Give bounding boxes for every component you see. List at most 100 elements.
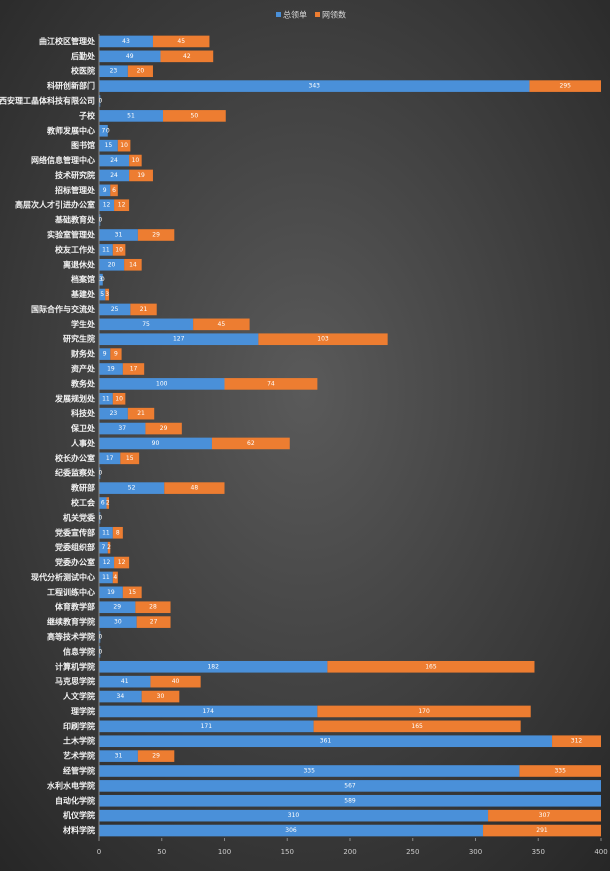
y-tick-label: 校医院 bbox=[71, 66, 95, 76]
bar-segment bbox=[117, 139, 131, 152]
y-tick-label: 教研部 bbox=[70, 483, 95, 493]
bar-segment bbox=[107, 541, 111, 554]
bar-segment bbox=[150, 675, 201, 688]
value-label: 34 bbox=[117, 693, 125, 700]
value-label: 15 bbox=[126, 455, 134, 462]
bar-segment bbox=[99, 482, 165, 494]
value-label: 23 bbox=[110, 410, 118, 417]
y-tick-label: 教务处 bbox=[70, 378, 96, 388]
value-label: 10 bbox=[115, 246, 123, 253]
bar-segment bbox=[99, 750, 138, 762]
x-tick-label: 200 bbox=[343, 848, 356, 856]
bar-segment bbox=[99, 601, 136, 614]
bar-segment bbox=[99, 378, 225, 390]
bar-segment bbox=[99, 765, 520, 777]
y-tick-label: 科研创新部门 bbox=[47, 81, 95, 91]
y-tick-label: 机仪学院 bbox=[63, 810, 95, 820]
y-tick-label: 土木学院 bbox=[63, 736, 95, 746]
bar-segment bbox=[99, 392, 113, 405]
value-label: 74 bbox=[267, 380, 275, 387]
bar-segment bbox=[99, 526, 113, 539]
bar-segment bbox=[99, 303, 131, 316]
bar-segment bbox=[99, 184, 111, 197]
bar-segment bbox=[313, 720, 521, 733]
value-label: 52 bbox=[128, 485, 136, 492]
value-label: 11 bbox=[102, 574, 110, 581]
x-tick-label: 300 bbox=[469, 848, 482, 856]
y-tick-label: 西安理工晶体科技有限公司 bbox=[0, 96, 95, 106]
value-label: 1 bbox=[98, 98, 102, 105]
value-label: 50 bbox=[191, 112, 199, 119]
bar-segment bbox=[124, 258, 142, 271]
bar-segment bbox=[137, 750, 175, 762]
bar-segment bbox=[193, 318, 250, 331]
y-tick-label: 体育教学部 bbox=[55, 602, 95, 612]
value-label: 1 bbox=[98, 514, 102, 521]
value-label: 29 bbox=[113, 604, 121, 611]
value-label: 19 bbox=[137, 172, 145, 179]
bar-segment bbox=[112, 244, 126, 256]
value-label: 20 bbox=[108, 261, 116, 268]
value-label: 0 bbox=[98, 634, 102, 641]
y-tick-label: 自动化学院 bbox=[55, 795, 95, 805]
value-label: 75 bbox=[142, 321, 150, 328]
y-tick-label: 研究生院 bbox=[63, 334, 95, 344]
value-label: 0 bbox=[98, 648, 102, 655]
bar-segment bbox=[99, 273, 103, 286]
bar-segment bbox=[99, 110, 164, 122]
y-tick-label: 校长办公室 bbox=[55, 453, 95, 463]
value-label: 312 bbox=[571, 738, 583, 745]
value-label: 29 bbox=[160, 425, 168, 432]
y-tick-label: 党委组织部 bbox=[55, 542, 95, 552]
legend: 总领单 网领数 bbox=[276, 10, 346, 20]
value-label: 0 bbox=[98, 514, 102, 521]
bar-segment bbox=[136, 616, 171, 628]
value-label: 45 bbox=[177, 38, 185, 45]
x-tick-label: 100 bbox=[218, 848, 231, 856]
bar-segment bbox=[106, 497, 110, 509]
y-tick-label: 发展规划处 bbox=[54, 393, 96, 403]
value-label: 24 bbox=[110, 157, 118, 164]
value-label: 295 bbox=[560, 83, 572, 90]
value-label: 291 bbox=[536, 827, 548, 834]
value-label: 335 bbox=[303, 768, 315, 775]
value-label: 5 bbox=[100, 291, 104, 298]
value-label: 15 bbox=[105, 142, 113, 149]
bar-segment bbox=[141, 690, 180, 703]
bar-segment bbox=[129, 169, 153, 182]
y-tick-label: 教师发展中心 bbox=[46, 125, 95, 135]
y-tick-label: 高层次人才引进办公室 bbox=[15, 200, 95, 210]
y-tick-label: 资产处 bbox=[71, 364, 96, 374]
value-label: 42 bbox=[183, 53, 191, 60]
bar-segment bbox=[99, 154, 130, 167]
y-tick-label: 学生处 bbox=[71, 319, 96, 329]
value-label: 27 bbox=[150, 619, 158, 626]
value-label: 30 bbox=[157, 693, 165, 700]
bar-segment bbox=[99, 646, 101, 658]
value-label: 17 bbox=[130, 366, 138, 373]
y-tick-label: 继续教育学院 bbox=[47, 617, 95, 627]
value-label: 0 bbox=[106, 127, 110, 134]
y-tick-label: 国际合作与交流处 bbox=[31, 304, 96, 314]
value-label: 30 bbox=[114, 619, 122, 626]
y-tick-label: 图书馆 bbox=[71, 140, 95, 150]
x-tick-label: 50 bbox=[157, 848, 166, 856]
bar-segment bbox=[99, 541, 108, 554]
value-label: 10 bbox=[115, 395, 123, 402]
bar-segment bbox=[160, 50, 214, 63]
y-tick-label: 子校 bbox=[79, 110, 96, 120]
bar-segment bbox=[317, 705, 531, 718]
y-tick-label: 基础教育处 bbox=[54, 215, 96, 225]
bar-segment bbox=[99, 660, 328, 673]
y-tick-label: 校工会 bbox=[71, 498, 95, 508]
y-tick-label: 材料学院 bbox=[63, 825, 95, 835]
bar-segment bbox=[99, 794, 601, 807]
bar-segment bbox=[99, 690, 142, 703]
bar-segment bbox=[99, 258, 125, 271]
value-label: 7 bbox=[101, 544, 105, 551]
value-label: 41 bbox=[121, 678, 129, 685]
bar-segment bbox=[99, 422, 146, 435]
bar-segment bbox=[483, 824, 601, 837]
bar-segment bbox=[130, 303, 157, 316]
